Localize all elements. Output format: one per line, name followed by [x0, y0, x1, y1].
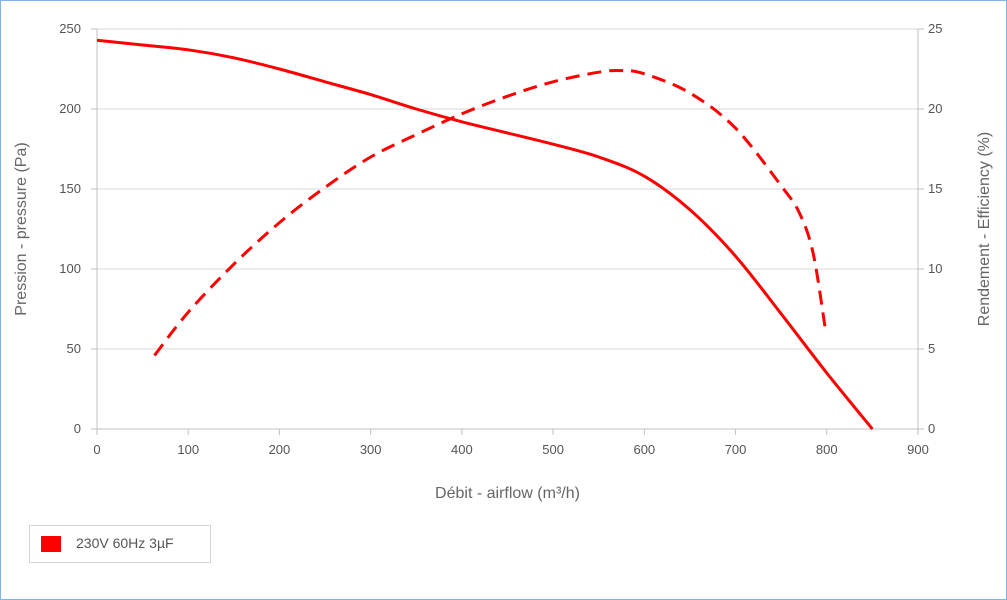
chart-svg: 0 100 200 300 400 500 600 700 800 900050100150200… — [13, 21, 993, 502]
pressure-curve — [96, 38, 874, 430]
x-tick-label: 300 — [360, 442, 382, 457]
axis-layer — [91, 28, 924, 435]
x-tick-label: 0 — [93, 442, 100, 457]
efficiency-curve — [153, 68, 827, 357]
y-tick-label: 200 — [59, 101, 81, 116]
y-tick-label: 250 — [59, 21, 81, 36]
y-axis-title: Pression - pressure (Pa) — [13, 142, 30, 315]
legend[interactable]: 230V 60Hz 3µF — [29, 525, 211, 563]
x-tick-label: 400 — [451, 442, 473, 457]
x-tick-label: 900 — [907, 442, 929, 457]
x-tick-label: 200 — [269, 442, 291, 457]
legend-swatch — [41, 536, 61, 552]
y2-tick-label: 5 — [928, 341, 935, 356]
x-tick-label: 600 — [633, 442, 655, 457]
tick-label-layer: 0 100 200 300 400 500 600 700 800 900050100150200… — [59, 21, 942, 457]
y-tick-label: 100 — [59, 261, 81, 276]
y-tick-label: 150 — [59, 181, 81, 196]
y-tick-label: 0 — [74, 421, 81, 436]
y2-tick-label: 0 — [928, 421, 935, 436]
y2-tick-label: 25 — [928, 21, 942, 36]
y2-axis-title: Rendement - Efficiency (%) — [976, 132, 993, 326]
x-axis-title: Débit - airflow (m³/h) — [435, 485, 580, 502]
series-layer — [96, 38, 874, 430]
x-tick-label: 700 — [725, 442, 747, 457]
y2-tick-label: 10 — [928, 261, 942, 276]
x-tick-label: 100 — [177, 442, 199, 457]
y2-tick-label: 20 — [928, 101, 942, 116]
legend-label: 230V 60Hz 3µF — [76, 535, 174, 551]
x-tick-label: 500 — [542, 442, 564, 457]
y2-tick-label: 15 — [928, 181, 942, 196]
grid-layer — [97, 28, 918, 350]
x-tick-label: 800 — [816, 442, 838, 457]
y-tick-label: 50 — [67, 341, 81, 356]
